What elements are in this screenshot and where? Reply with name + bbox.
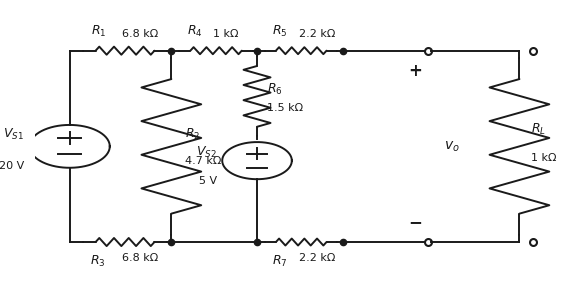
Text: $R_7$: $R_7$: [272, 253, 288, 269]
Text: $R_L$: $R_L$: [531, 122, 546, 137]
Text: $V_{S1}$: $V_{S1}$: [3, 127, 24, 142]
Text: $R_1$: $R_1$: [91, 24, 106, 39]
Text: 1 kΩ: 1 kΩ: [531, 153, 557, 163]
Text: $R_3$: $R_3$: [90, 253, 106, 269]
Text: 5 V: 5 V: [199, 176, 217, 186]
Text: −: −: [408, 213, 422, 231]
Text: $R_4$: $R_4$: [187, 24, 203, 39]
Text: 6.8 kΩ: 6.8 kΩ: [122, 253, 159, 263]
Text: 2.2 kΩ: 2.2 kΩ: [299, 253, 335, 263]
Text: $R_5$: $R_5$: [272, 24, 288, 39]
Text: $R_6$: $R_6$: [267, 82, 282, 97]
Text: 4.7 kΩ: 4.7 kΩ: [185, 156, 221, 166]
Text: $v_o$: $v_o$: [444, 139, 460, 154]
Text: +: +: [408, 62, 422, 80]
Text: 20 V: 20 V: [0, 161, 24, 171]
Text: 1.5 kΩ: 1.5 kΩ: [267, 103, 303, 113]
Text: 2.2 kΩ: 2.2 kΩ: [299, 29, 335, 39]
Text: 6.8 kΩ: 6.8 kΩ: [122, 29, 159, 39]
Text: $R_2$: $R_2$: [185, 127, 200, 142]
Text: $V_{S2}$: $V_{S2}$: [196, 145, 217, 160]
Text: 1 kΩ: 1 kΩ: [214, 29, 239, 39]
